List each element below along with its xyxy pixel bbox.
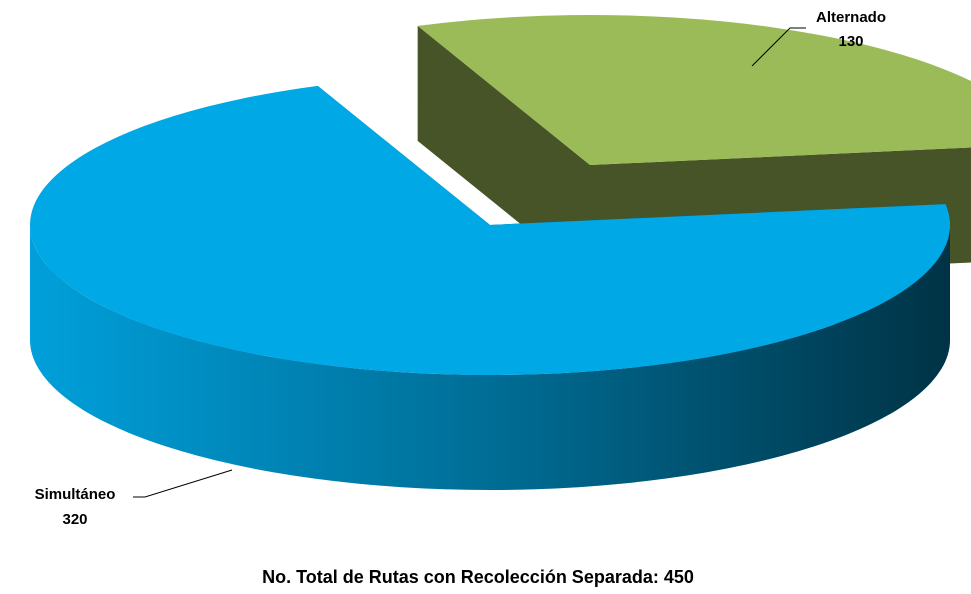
- pie: [29, 15, 971, 490]
- slice-label: Alternado: [816, 9, 886, 26]
- slice-value: 130: [838, 33, 863, 50]
- slice-side-shade: [30, 225, 950, 490]
- slice-label: Simultáneo: [35, 486, 116, 503]
- leader-line: [751, 27, 806, 67]
- slice-wall-shade: [417, 25, 590, 280]
- slice: [29, 85, 950, 375]
- leader-line: [133, 469, 233, 498]
- chart-title: No. Total de Rutas con Recolección Separ…: [262, 567, 694, 587]
- slice-value: 320: [62, 511, 87, 528]
- slice: [417, 15, 971, 165]
